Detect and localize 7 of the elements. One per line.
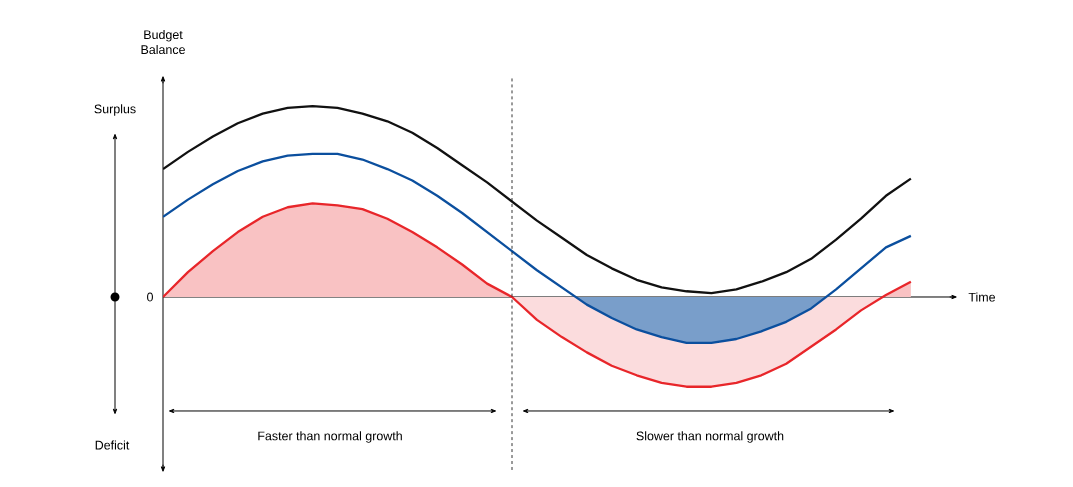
x-axis-title: Time: [968, 292, 996, 302]
text: Slower than normal growth: [636, 431, 784, 443]
text: Surplus: [94, 104, 136, 116]
text: Deficit: [95, 440, 130, 450]
annotation: 0: [147, 292, 153, 302]
text: Faster than normal growth: [258, 431, 402, 443]
y-axis-title: Budget Balance: [141, 29, 185, 55]
